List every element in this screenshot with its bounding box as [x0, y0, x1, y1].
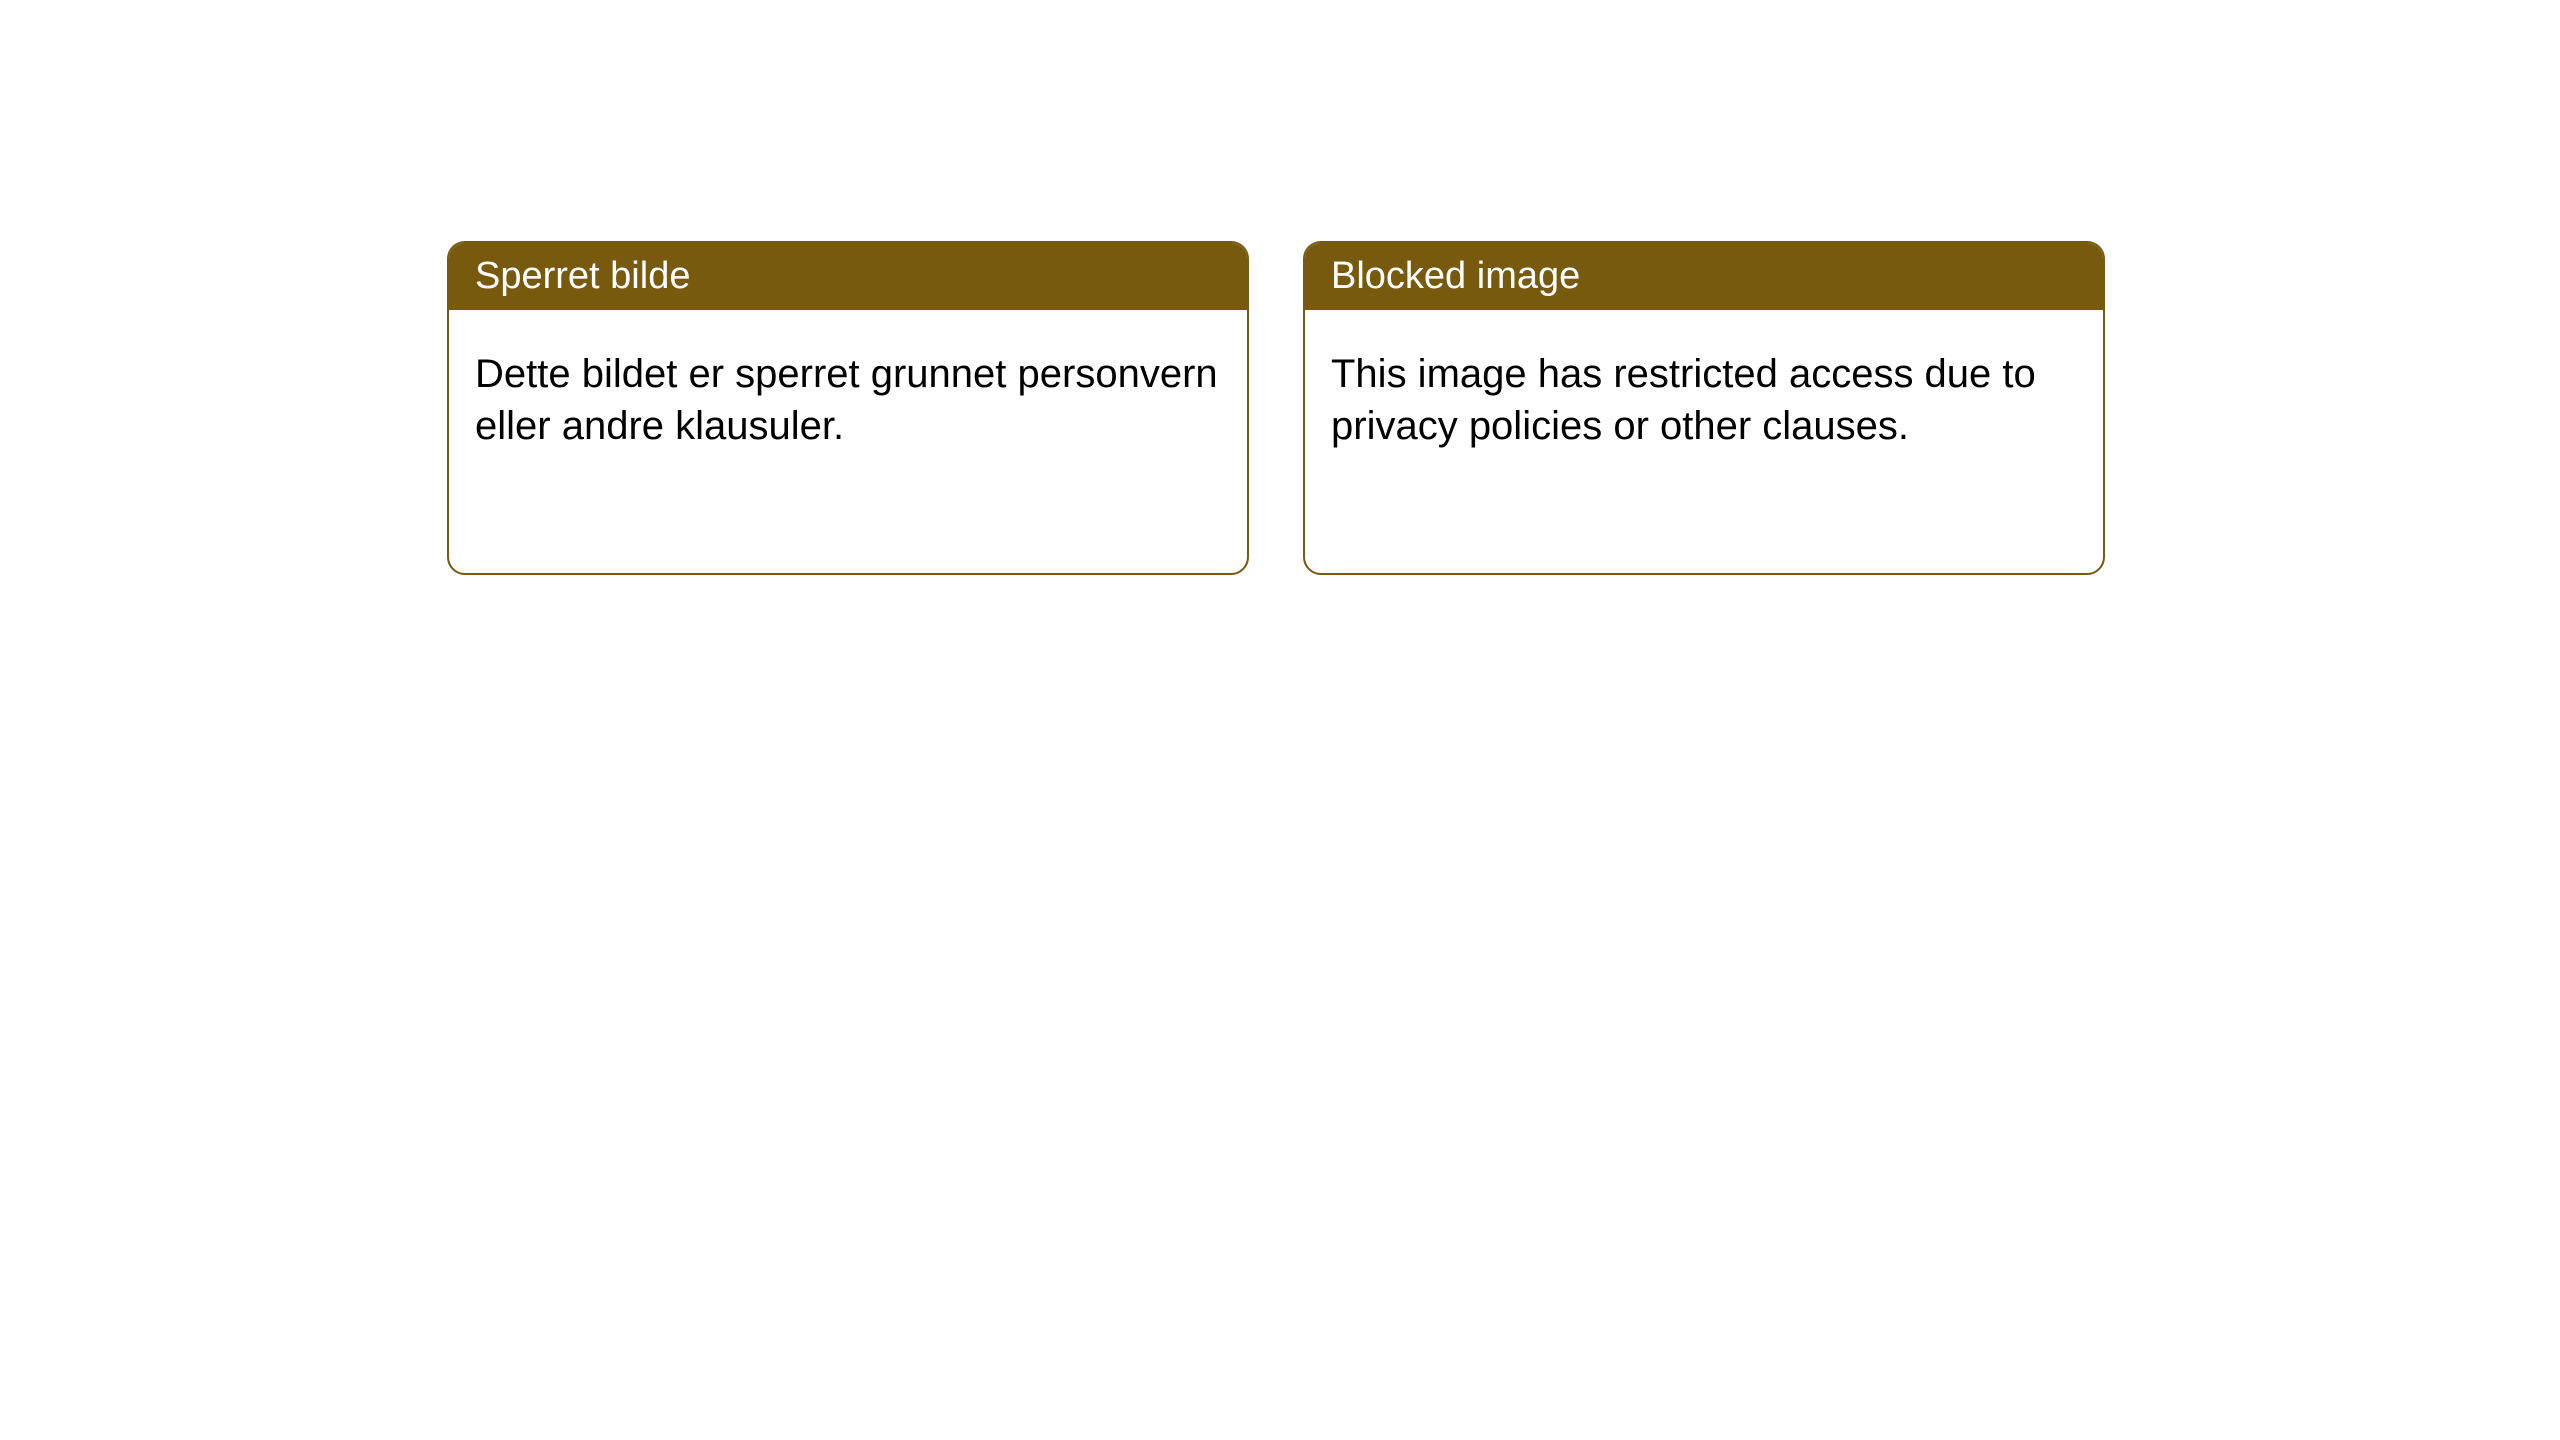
blocked-image-card-en: Blocked image This image has restricted …: [1303, 241, 2105, 575]
notice-container: Sperret bilde Dette bildet er sperret gr…: [0, 0, 2560, 575]
card-title: Blocked image: [1331, 255, 1580, 297]
blocked-image-card-no: Sperret bilde Dette bildet er sperret gr…: [447, 241, 1249, 575]
card-body: This image has restricted access due to …: [1305, 310, 2103, 490]
card-message: This image has restricted access due to …: [1331, 352, 2036, 448]
card-header: Sperret bilde: [449, 243, 1247, 310]
card-header: Blocked image: [1305, 243, 2103, 310]
card-body: Dette bildet er sperret grunnet personve…: [449, 310, 1247, 490]
card-message: Dette bildet er sperret grunnet personve…: [475, 352, 1218, 448]
card-title: Sperret bilde: [475, 255, 690, 297]
